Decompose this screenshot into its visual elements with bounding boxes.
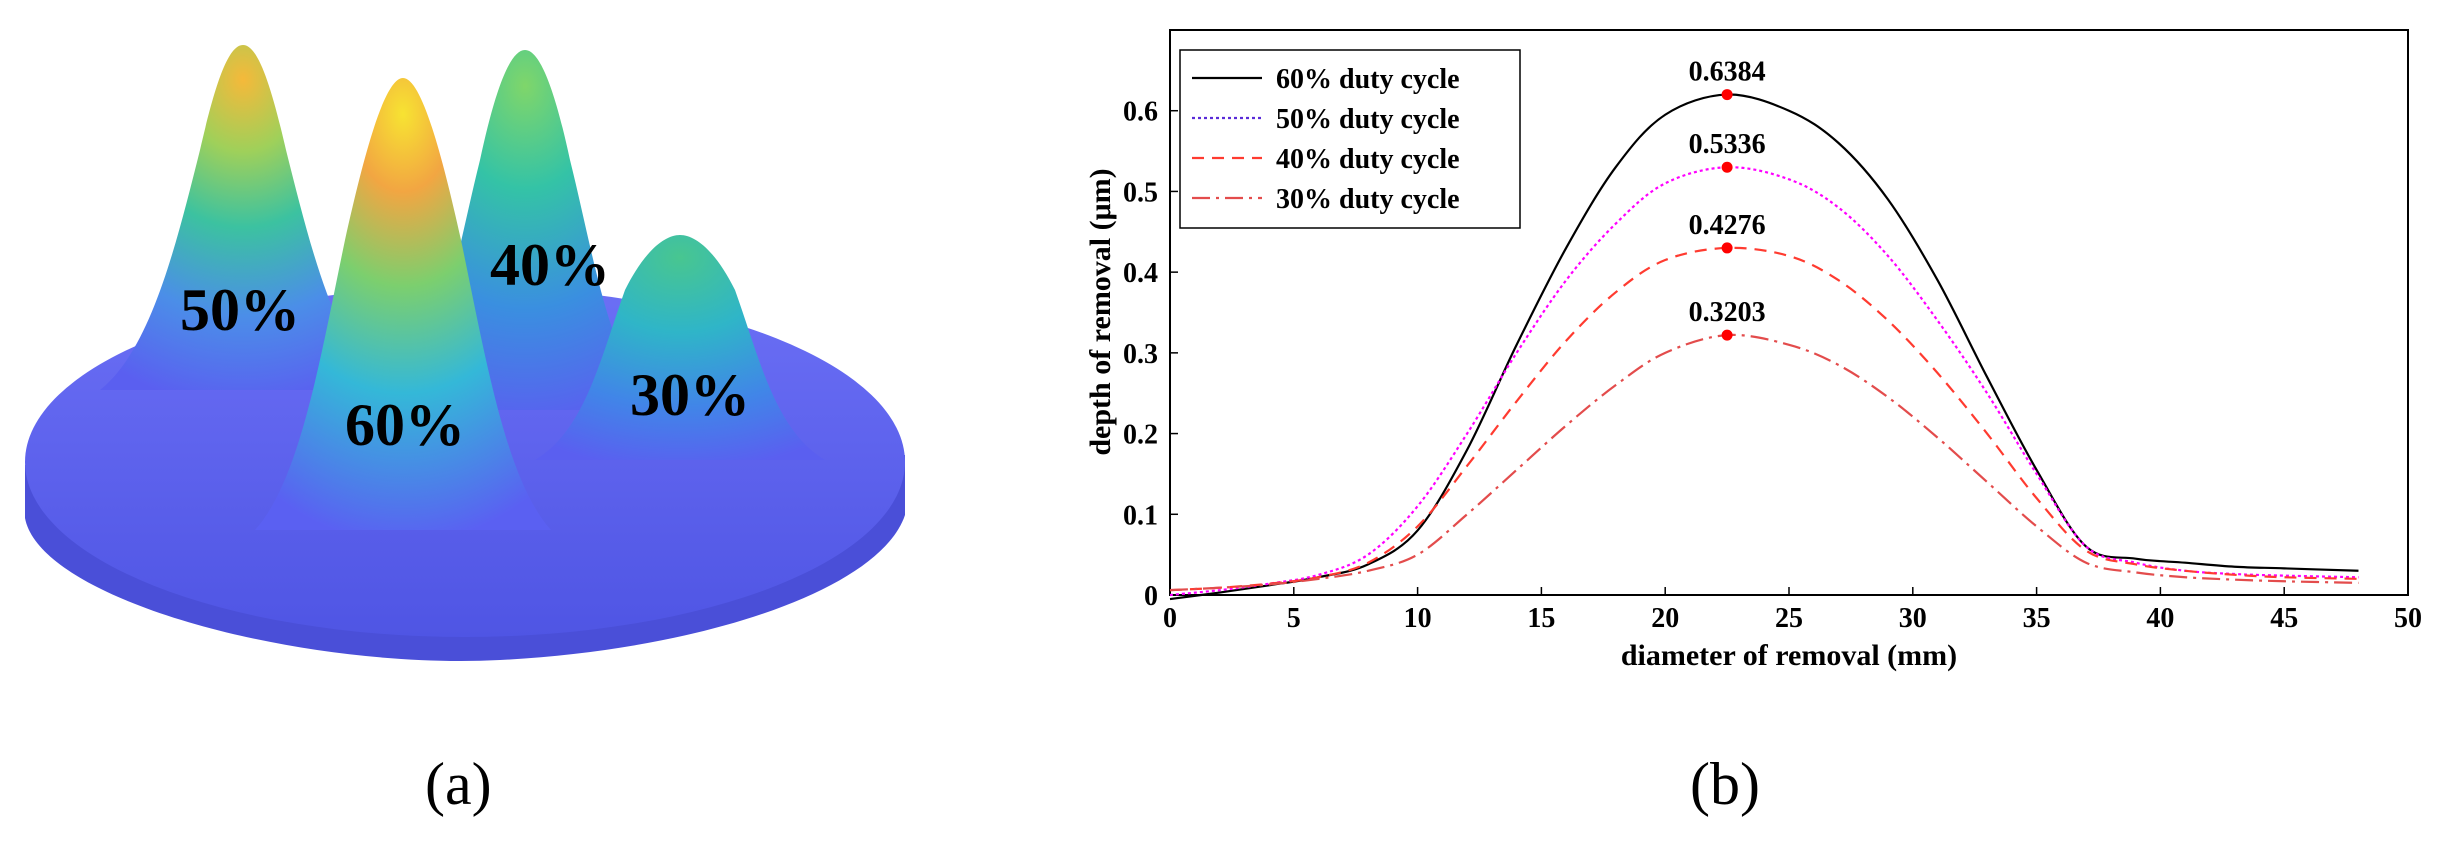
series-line-0 (1169, 93, 2359, 601)
x-tick-label: 30 (1899, 603, 1927, 634)
y-tick-label: 0.5 (1123, 177, 1158, 208)
peak-30 (535, 235, 825, 460)
x-tick-label: 25 (1775, 603, 1803, 634)
x-tick-label: 15 (1527, 603, 1555, 634)
x-tick-label: 35 (2023, 603, 2051, 634)
x-tick-label: 50 (2394, 603, 2422, 634)
series-line-2 (1169, 246, 2359, 592)
legend-label-0: 60% duty cycle (1276, 64, 1460, 95)
peak-marker-3 (1721, 329, 1733, 341)
peak-label-40: 40% (490, 232, 610, 298)
surface-plot: 50% 60% 40% 30% (25, 45, 905, 661)
peak-50 (100, 45, 386, 390)
panel-label-a: (a) (425, 751, 492, 817)
peak-value-label-1: 0.5336 (1689, 129, 1766, 160)
x-tick-label: 0 (1163, 603, 1177, 634)
peak-marker-0 (1721, 89, 1733, 101)
peak-label-60: 60% (345, 392, 465, 458)
x-tick-label: 45 (2270, 603, 2298, 634)
y-tick-label: 0.1 (1123, 500, 1158, 531)
x-tick-label: 10 (1404, 603, 1432, 634)
y-tick-label: 0 (1144, 581, 1158, 612)
peak-marker-1 (1721, 161, 1733, 173)
x-tick-label: 20 (1651, 603, 1679, 634)
line-chart: 0 5 10 15 20 25 30 35 40 45 5000.10.20.30.40.50.6 … (1084, 29, 2422, 672)
legend-label-1: 50% duty cycle (1276, 104, 1460, 135)
peak-label-50: 50% (180, 277, 300, 343)
legend-label-3: 30% duty cycle (1276, 184, 1460, 215)
y-tick-label: 0.4 (1123, 258, 1158, 289)
y-axis-label: depth of removal (μm) (1084, 168, 1117, 455)
peak-value-label-2: 0.4276 (1689, 210, 1766, 241)
peak-label-30: 30% (630, 362, 750, 428)
peak-value-label-3: 0.3203 (1689, 297, 1766, 328)
x-axis-label: diameter of removal (mm) (1621, 639, 1957, 672)
y-tick-label: 0.2 (1123, 420, 1158, 451)
panel-label-b: (b) (1690, 751, 1760, 817)
legend-label-2: 40% duty cycle (1276, 144, 1460, 175)
y-tick-label: 0.6 (1123, 97, 1158, 128)
peak-value-label-0: 0.6384 (1689, 57, 1766, 88)
y-tick-label: 0.3 (1123, 339, 1158, 370)
series-line-3 (1169, 333, 2359, 592)
x-tick-label: 5 (1287, 603, 1301, 634)
x-tick-label: 40 (2146, 603, 2174, 634)
peak-60 (255, 78, 551, 530)
peak-marker-2 (1721, 242, 1733, 254)
